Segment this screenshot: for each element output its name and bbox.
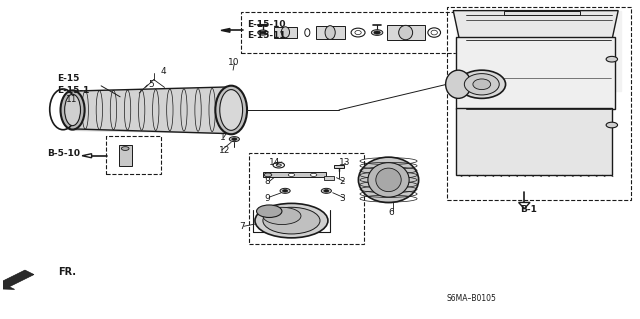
Circle shape <box>260 31 266 34</box>
Text: E-15-11: E-15-11 <box>247 31 285 40</box>
Circle shape <box>310 173 317 176</box>
Text: 9: 9 <box>265 194 271 203</box>
Polygon shape <box>456 11 621 91</box>
Ellipse shape <box>263 207 320 234</box>
Text: B-5-10: B-5-10 <box>47 149 80 158</box>
Ellipse shape <box>220 90 243 130</box>
Circle shape <box>324 189 329 192</box>
Polygon shape <box>456 108 612 175</box>
Bar <box>106 136 161 174</box>
Bar <box>119 145 132 166</box>
Ellipse shape <box>215 86 247 134</box>
Circle shape <box>374 31 380 34</box>
Ellipse shape <box>445 70 471 98</box>
Text: 10: 10 <box>228 58 239 67</box>
Circle shape <box>280 188 290 193</box>
Text: 12: 12 <box>218 145 230 155</box>
Polygon shape <box>453 11 618 41</box>
Ellipse shape <box>282 27 289 38</box>
Text: E-15-10: E-15-10 <box>247 20 285 29</box>
Text: 7: 7 <box>239 222 245 231</box>
Text: 1: 1 <box>220 133 226 142</box>
Polygon shape <box>263 172 326 177</box>
Circle shape <box>276 164 282 167</box>
Polygon shape <box>221 28 230 32</box>
Text: 3: 3 <box>339 194 345 203</box>
Circle shape <box>273 162 284 168</box>
Polygon shape <box>518 203 530 209</box>
Polygon shape <box>82 154 92 158</box>
Ellipse shape <box>399 25 413 40</box>
Circle shape <box>288 173 294 176</box>
Text: FR.: FR. <box>59 267 77 277</box>
Circle shape <box>606 56 618 62</box>
Circle shape <box>264 173 272 177</box>
Ellipse shape <box>263 207 301 225</box>
Circle shape <box>371 30 383 35</box>
Circle shape <box>122 147 129 151</box>
Ellipse shape <box>65 94 81 126</box>
Text: S6MA–B0105: S6MA–B0105 <box>447 294 497 303</box>
Text: 6: 6 <box>388 208 394 217</box>
Ellipse shape <box>368 163 409 197</box>
Circle shape <box>229 137 239 142</box>
Ellipse shape <box>61 90 84 130</box>
Text: E-15: E-15 <box>57 73 79 83</box>
Ellipse shape <box>458 70 506 98</box>
Text: 5: 5 <box>148 80 154 89</box>
Ellipse shape <box>257 205 282 218</box>
Circle shape <box>232 138 237 140</box>
Text: 8: 8 <box>265 177 271 186</box>
Bar <box>249 153 364 244</box>
Circle shape <box>283 189 287 192</box>
Text: 13: 13 <box>339 158 351 167</box>
Ellipse shape <box>465 74 499 95</box>
Ellipse shape <box>376 168 401 192</box>
Polygon shape <box>504 11 580 15</box>
Ellipse shape <box>325 26 335 40</box>
Ellipse shape <box>473 79 491 90</box>
Bar <box>447 7 631 200</box>
Bar <box>275 27 296 38</box>
Bar <box>241 12 466 53</box>
Ellipse shape <box>358 157 419 203</box>
Text: 11: 11 <box>66 95 77 104</box>
Ellipse shape <box>255 204 328 238</box>
Bar <box>334 165 344 168</box>
Text: 2: 2 <box>339 177 345 186</box>
Circle shape <box>606 122 618 128</box>
Circle shape <box>321 188 332 193</box>
Polygon shape <box>0 270 34 289</box>
Text: B-1: B-1 <box>520 205 537 214</box>
Text: 14: 14 <box>269 158 280 167</box>
Text: 4: 4 <box>160 67 166 76</box>
Bar <box>387 25 425 40</box>
Text: E-15-1: E-15-1 <box>57 86 89 95</box>
Circle shape <box>258 30 268 35</box>
Bar <box>316 26 345 40</box>
Bar <box>324 176 334 180</box>
Polygon shape <box>456 37 615 109</box>
